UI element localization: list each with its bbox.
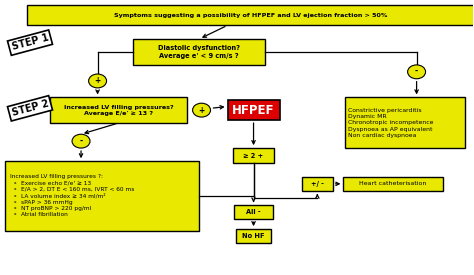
Circle shape — [72, 134, 90, 148]
FancyBboxPatch shape — [345, 97, 465, 148]
Text: Heart catheterisation: Heart catheterisation — [359, 181, 427, 186]
FancyBboxPatch shape — [133, 39, 265, 65]
FancyBboxPatch shape — [228, 100, 280, 120]
Text: STEP 1: STEP 1 — [10, 33, 49, 52]
Text: Diastolic dysfunction?
Average e' < 9 cm/s ?: Diastolic dysfunction? Average e' < 9 cm… — [158, 45, 240, 59]
Text: -: - — [415, 67, 418, 76]
Text: Constrictive pericarditis
Dynamic MR
Chronotropic incompetence
Dyspnoea as AP eq: Constrictive pericarditis Dynamic MR Chr… — [348, 108, 433, 138]
Circle shape — [192, 103, 210, 117]
Circle shape — [408, 65, 426, 79]
Text: ≥ 2 +: ≥ 2 + — [244, 153, 264, 159]
FancyBboxPatch shape — [343, 177, 443, 191]
Circle shape — [89, 74, 107, 88]
FancyBboxPatch shape — [27, 5, 474, 25]
Text: Increased LV filling pressures ?:
  ‣  Exercise echo E/e' ≥ 13
  ‣  E/A > 2, DT : Increased LV filling pressures ?: ‣ Exer… — [10, 174, 135, 217]
Text: All -: All - — [246, 209, 261, 215]
FancyBboxPatch shape — [302, 177, 333, 191]
Text: HFPEF: HFPEF — [232, 104, 275, 117]
Text: +/ -: +/ - — [311, 181, 324, 187]
Text: +: + — [199, 106, 205, 115]
FancyBboxPatch shape — [5, 161, 199, 230]
Text: No HF: No HF — [242, 233, 265, 239]
Text: Symptoms suggesting a possibility of HFPEF and LV ejection fraction > 50%: Symptoms suggesting a possibility of HFP… — [115, 13, 388, 18]
Text: +: + — [94, 76, 100, 86]
FancyBboxPatch shape — [234, 205, 273, 219]
Text: Increased LV filling pressures?
Average E/e' ≥ 13 ?: Increased LV filling pressures? Average … — [64, 104, 174, 116]
Text: -: - — [80, 137, 82, 146]
Text: STEP 2: STEP 2 — [10, 99, 49, 118]
FancyBboxPatch shape — [234, 148, 273, 163]
FancyBboxPatch shape — [50, 97, 187, 123]
FancyBboxPatch shape — [236, 229, 271, 243]
